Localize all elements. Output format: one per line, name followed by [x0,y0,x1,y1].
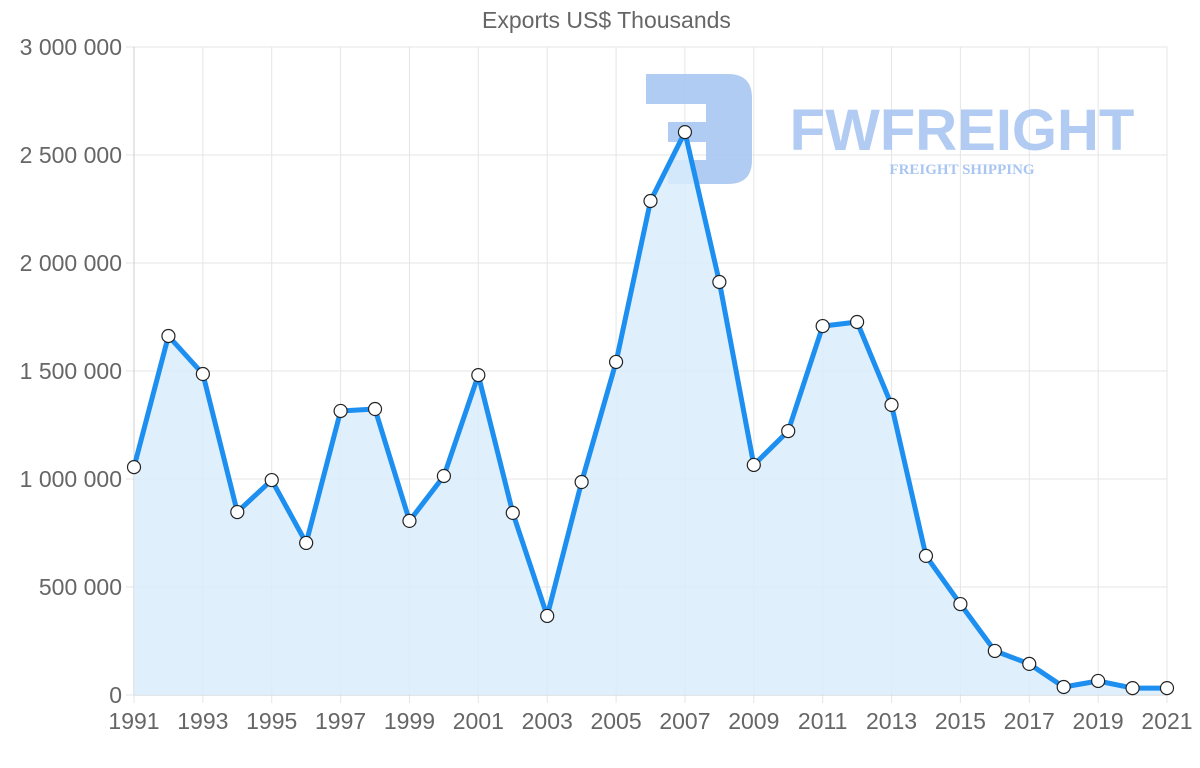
data-point[interactable]: 2012: 1727000 [849,314,865,330]
y-tick-label: 2 000 000 [20,250,122,276]
data-point[interactable]: 2017: 144000 [1022,656,1037,671]
data-point[interactable]: 2005: 1542000 [608,354,624,370]
data-point[interactable]: 2021: 32000 [1159,680,1175,696]
data-point[interactable]: 2016: 204000 [987,643,1002,659]
data-point[interactable]: 2004: 986000 [574,474,589,490]
x-tick-label: 2019 [1073,708,1124,734]
data-point[interactable]: 1993: 1486000 [195,366,210,382]
y-tick-label: 3 000 000 [20,34,122,60]
watermark-tagline: FREIGHT SHIPPING [889,162,1034,178]
data-point[interactable]: 1991: 1055000 [126,460,142,475]
data-point[interactable]: 2010: 1222000 [781,423,796,439]
chart-title: Exports US$ Thousands [482,7,731,33]
area-fill [134,132,1167,696]
x-tick-label: 2007 [659,708,710,734]
data-point[interactable]: 2003: 366000 [540,608,555,624]
data-point[interactable]: 2002: 843000 [505,505,520,521]
x-tick-label: 1997 [315,708,366,734]
data-point[interactable]: 2006: 2287000 [643,193,658,209]
y-axis: 0 500 000 1 000 000 1 500 000 2 000 000 2 500… [20,34,122,708]
data-point[interactable]: 2009: 1065000 [746,457,761,473]
x-tick-label: 1993 [177,708,228,734]
y-tick-label: 0 [109,682,122,708]
data-point[interactable]: 2013: 1343000 [884,397,899,413]
x-tick-label: 2011 [798,708,847,734]
data-point[interactable]: 1995: 995000 [264,472,279,488]
fwfreight-logo-icon [646,74,752,184]
x-tick-label: 1995 [246,708,297,734]
y-tick-label: 500 000 [39,574,122,600]
data-point[interactable]: 2018: 37000 [1056,679,1071,695]
data-point[interactable]: 2019: 65000 [1091,673,1106,689]
data-point[interactable]: 2007: 2606000 [677,125,693,140]
y-tick-label: 1 000 000 [20,466,122,492]
x-tick-label: 1991 [108,708,159,734]
data-point[interactable]: 1998: 1324000 [367,401,383,417]
x-tick-label: 2017 [1004,708,1055,734]
watermark: FWFREIGHT FREIGHT SHIPPING [646,74,1134,184]
data-point[interactable]: 1996: 704000 [299,535,314,551]
data-point[interactable]: 2011: 1708000 [815,318,830,334]
data-point[interactable]: 2014: 644000 [918,548,934,563]
x-tick-label: 2003 [522,708,573,734]
x-tick-label: 2015 [935,708,986,734]
data-point[interactable]: 2015: 421000 [953,596,968,612]
watermark-brand: FWFREIGHT [790,98,1135,163]
x-axis: 1991 1993 1995 1997 1999 2001 2003 2005 2007 2009… [108,708,1192,734]
x-tick-label: 2013 [866,708,917,734]
data-point[interactable]: 2020: 32000 [1125,680,1140,696]
data-point[interactable]: 1999: 806000 [402,513,417,529]
data-point[interactable]: 1992: 1662000 [161,328,176,344]
data-point[interactable]: 1997: 1315000 [333,403,348,419]
x-tick-label: 2001 [453,708,504,734]
x-tick-label: 2009 [728,708,779,734]
area-path [134,132,1167,696]
data-point[interactable]: 2008: 1912000 [712,274,727,290]
data-point[interactable]: 2001: 1481000 [471,368,486,383]
data-points: 1991: 1055000 1992: 1662000 1993: 1486000 1… [126,125,1175,696]
y-tick-label: 2 500 000 [20,142,122,168]
y-tick-label: 1 500 000 [20,358,122,384]
x-tick-label: 1999 [384,708,435,734]
x-tick-label: 2005 [590,708,641,734]
x-tick-label: 2021 [1141,708,1192,734]
data-point[interactable]: 1994: 847000 [230,504,245,520]
